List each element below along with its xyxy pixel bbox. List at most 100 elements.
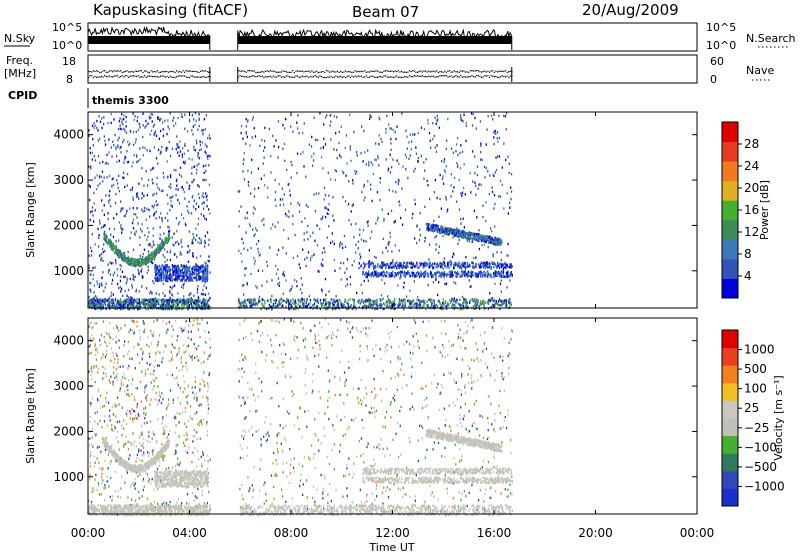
freq-point [394,70,396,72]
echo-point [507,242,509,246]
echo-point [168,140,170,144]
nave-point [287,75,289,77]
echo-point [160,189,163,193]
echo-point [147,308,149,311]
echo-point [285,279,287,282]
echo-point [90,281,92,285]
nave-point [155,76,157,78]
echo-point [365,275,367,279]
echo-point [487,170,489,173]
echo-point [466,239,468,242]
echo-point [387,169,389,172]
echo-point [379,177,381,180]
echo-point [189,276,191,280]
echo-point [382,298,384,301]
echo-point [168,226,170,229]
echo-point [117,282,119,286]
freq-point [501,70,503,72]
nave-point [147,75,149,77]
echo-point [160,273,163,277]
freq-point [437,71,439,74]
echo-point [299,299,302,302]
echo-point [178,272,180,276]
echo-point [126,304,129,307]
echo-point [169,290,171,293]
echo-point [294,301,296,304]
echo-point [129,142,131,145]
echo-point [127,262,129,266]
echo-point [321,302,323,306]
echo-point [180,285,183,289]
freq-point [104,70,106,72]
nave-point [136,75,138,78]
echo-point [200,275,202,279]
echo-point [464,305,466,308]
echo-point [181,274,183,278]
echo-point [406,147,408,150]
echo-point [198,304,200,307]
echo-point [120,256,122,259]
echo-point [127,288,130,292]
nave-point [477,75,479,77]
echo-point [94,304,96,308]
echo-point [398,162,400,165]
echo-point [494,171,496,174]
echo-point [267,186,269,189]
echo-point [153,250,155,253]
echo-point [116,160,118,164]
echo-point [356,170,358,174]
echo-point [181,278,183,281]
echo-point [433,219,435,223]
echo-point [143,184,145,187]
freq-point [237,70,239,72]
nave-point [282,76,284,78]
echo-point [502,268,504,271]
echo-point [278,183,280,186]
freq-point [445,71,447,73]
echo-point [153,133,155,137]
nave-point [120,75,122,78]
echo-point [191,273,193,276]
echo-point [298,210,301,213]
echo-point [320,156,323,159]
echo-point [125,257,127,260]
echo-point [254,301,257,304]
nave-point [365,75,367,77]
echo-point [153,123,155,126]
echo-point [438,126,440,129]
echo-point [131,258,134,261]
echo-point [118,120,121,123]
echo-point [304,305,307,308]
echo-point [104,233,106,236]
freq-point [293,71,295,74]
freq-point [148,71,150,74]
echo-point [137,160,139,163]
echo-point [283,193,285,196]
echo-point [159,278,161,282]
nave-point [296,75,299,77]
echo-point [89,299,92,302]
echo-point [195,266,197,269]
echo-point [164,273,167,276]
echo-point [378,142,380,146]
echo-point [149,292,151,295]
echo-point [130,231,132,234]
echo-point [98,245,100,248]
nave-point [198,76,200,78]
freq-point [434,71,436,73]
echo-point [180,113,183,116]
echo-point [106,241,108,244]
echo-point [204,217,206,220]
freq-point [287,71,289,73]
echo-point [160,117,162,121]
freq-point [296,70,299,72]
echo-point [264,302,266,305]
echo-point [94,299,97,302]
echo-point [162,292,164,295]
freq-point [360,70,363,72]
echo-point [169,277,171,281]
echo-point [436,303,438,307]
echo-point [476,302,478,305]
echo-point [132,298,134,301]
echo-point [198,192,200,196]
